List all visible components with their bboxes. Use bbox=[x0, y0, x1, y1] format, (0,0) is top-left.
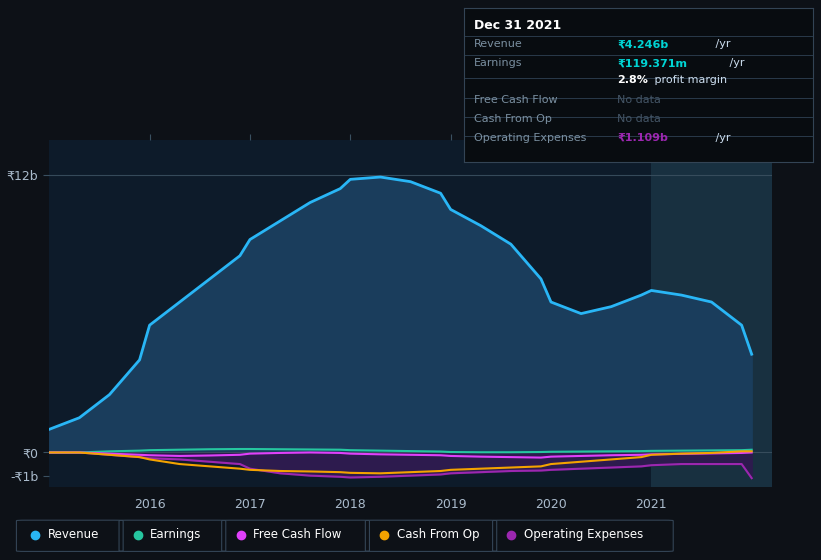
Text: No data: No data bbox=[617, 95, 661, 105]
Text: Dec 31 2021: Dec 31 2021 bbox=[475, 19, 562, 32]
Bar bbox=[651, 140, 772, 487]
Text: Operating Expenses: Operating Expenses bbox=[524, 528, 643, 542]
Text: Revenue: Revenue bbox=[48, 528, 99, 542]
Text: /yr: /yr bbox=[712, 133, 730, 143]
Text: Earnings: Earnings bbox=[150, 528, 202, 542]
Text: No data: No data bbox=[617, 114, 661, 124]
Text: Earnings: Earnings bbox=[475, 58, 523, 68]
Text: Operating Expenses: Operating Expenses bbox=[475, 133, 587, 143]
Text: profit margin: profit margin bbox=[650, 76, 727, 85]
Text: ₹4.246b: ₹4.246b bbox=[617, 39, 668, 49]
Text: /yr: /yr bbox=[712, 39, 730, 49]
Text: 2.8%: 2.8% bbox=[617, 76, 649, 85]
Text: Cash From Op: Cash From Op bbox=[397, 528, 479, 542]
Text: /yr: /yr bbox=[726, 58, 744, 68]
Text: Free Cash Flow: Free Cash Flow bbox=[253, 528, 342, 542]
Text: Cash From Op: Cash From Op bbox=[475, 114, 553, 124]
Text: Revenue: Revenue bbox=[475, 39, 523, 49]
Text: Free Cash Flow: Free Cash Flow bbox=[475, 95, 558, 105]
Text: ₹1.109b: ₹1.109b bbox=[617, 133, 668, 143]
Text: ₹119.371m: ₹119.371m bbox=[617, 58, 687, 68]
